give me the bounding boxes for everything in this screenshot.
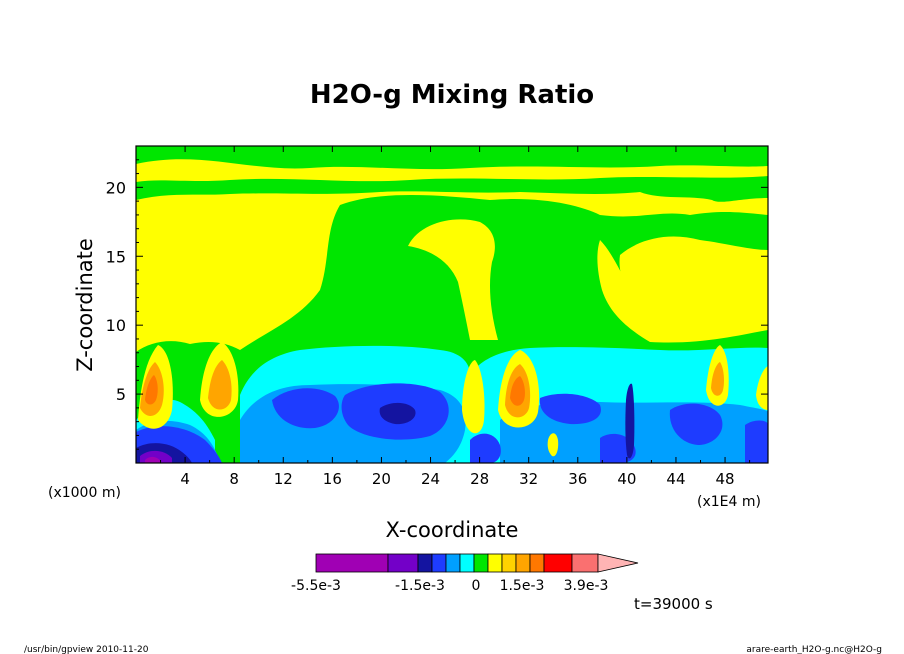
colorbar-label: -5.5e-3	[291, 578, 341, 594]
colorbar-label: -1.5e-3	[395, 578, 445, 594]
x-tick-label: 44	[666, 470, 685, 488]
chart-title: H2O-g Mixing Ratio	[310, 80, 594, 110]
colorbar-label: 0	[472, 578, 481, 594]
contour-center-yellow-lobe	[408, 219, 498, 340]
contour-blue-3	[539, 393, 601, 425]
contour-darkorange-1	[145, 375, 158, 405]
plot-frame	[135, 145, 769, 464]
contour-yellow-small-1	[547, 433, 559, 457]
colorbar-swatch	[487, 553, 503, 573]
contour-orange-2	[208, 360, 232, 410]
footer-left: /usr/bin/gpview 2010-11-20	[24, 645, 149, 654]
colorbar-swatch	[459, 553, 475, 573]
y-tick-label: 10	[106, 316, 126, 335]
colorbar-swatch	[417, 553, 433, 573]
x-tick-label: 12	[274, 470, 293, 488]
x-unit-left: (x1000 m)	[48, 485, 121, 501]
colorbar-swatch	[515, 553, 531, 573]
colorbar-swatch	[387, 553, 419, 573]
x-unit-right: (x1E4 m)	[697, 494, 761, 510]
x-tick-label: 4	[180, 470, 190, 488]
footer-right: arare-earth_H2O-g.nc@H2O-g	[746, 645, 882, 654]
contour-blue-1	[272, 388, 339, 429]
contour-purple-5	[145, 456, 162, 463]
colorbar-swatch	[473, 553, 489, 573]
contour-upper-yellow-streak	[136, 159, 768, 182]
y-axis: 5 10 15 20	[106, 159, 768, 450]
colorbar-swatch	[431, 553, 447, 573]
colorbar-swatch	[445, 553, 461, 573]
x-tick-label: 48	[716, 470, 735, 488]
contour-darkblue-2	[379, 402, 416, 425]
colorbar-label: 1.5e-3	[500, 578, 545, 594]
contour-blue-4	[669, 403, 723, 445]
x-tick-label: 24	[421, 470, 440, 488]
x-tick-label: 16	[323, 470, 342, 488]
colorbar-label: 3.9e-3	[564, 578, 609, 594]
y-tick-label: 20	[106, 178, 126, 197]
x-tick-label: 20	[372, 470, 391, 488]
contour-left-yellow-lobe	[136, 212, 319, 340]
x-axis-label: X-coordinate	[386, 518, 519, 542]
contour-orange-5	[711, 362, 724, 396]
x-axis: 4 8 12 16 20 24 28 32 36 40 44 48	[160, 146, 751, 488]
time-label: t=39000 s	[634, 595, 713, 613]
x-tick-label: 8	[229, 470, 239, 488]
colorbar-swatch	[543, 553, 573, 573]
contour-blue-7	[745, 420, 768, 463]
colorbar-arrow	[597, 553, 639, 573]
colorbar-swatch	[501, 553, 517, 573]
contour-darkorange-3	[510, 376, 525, 406]
y-tick-label: 5	[116, 385, 126, 404]
contour-right-yellow-lobe	[619, 236, 768, 304]
x-tick-label: 32	[519, 470, 538, 488]
contour-yellow-lobe-4	[462, 360, 485, 434]
x-tick-label: 28	[470, 470, 489, 488]
colorbar-swatch	[529, 553, 545, 573]
y-tick-label: 15	[106, 247, 126, 266]
y-axis-label: Z-coordinate	[73, 238, 97, 372]
colorbar-swatch	[315, 553, 389, 573]
contour-blue-6	[470, 433, 501, 463]
contour-yellow-lobe-6	[756, 366, 768, 410]
colorbar-swatch	[571, 553, 599, 573]
x-tick-label: 36	[568, 470, 587, 488]
contour-darkcolumn-40	[625, 383, 635, 459]
colorbar: -5.5e-3 -1.5e-3 0 1.5e-3 3.9e-3	[291, 553, 639, 594]
x-tick-label: 40	[617, 470, 636, 488]
contour-field	[136, 146, 768, 463]
